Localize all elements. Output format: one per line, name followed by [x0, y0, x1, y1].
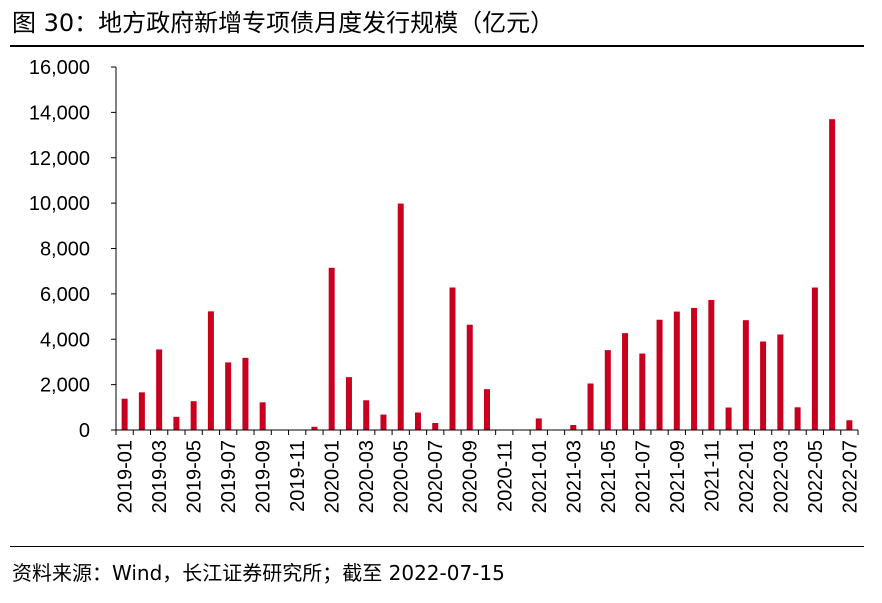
y-tick-label: 10,000 — [29, 193, 90, 215]
x-tick-label: 2019-01 — [115, 440, 137, 513]
y-tick-label: 0 — [79, 420, 90, 442]
title-divider — [10, 45, 864, 47]
bar — [570, 425, 577, 430]
bar — [259, 402, 266, 430]
bar — [466, 324, 473, 430]
x-tick-label: 2021-03 — [563, 440, 585, 513]
bar — [794, 407, 801, 430]
bar-chart: 0 2,000 4,000 6,000 8,000 10,000 12,000 14,000 1… — [29, 57, 862, 513]
bar — [656, 319, 663, 430]
bar — [432, 422, 439, 430]
x-tick-label: 2021-11 — [701, 440, 723, 512]
x-tick-label: 2020-01 — [322, 440, 344, 513]
x-tick-label: 2020-03 — [356, 440, 378, 513]
bar — [811, 287, 818, 430]
bar — [829, 119, 836, 431]
x-tick-label: 2019-03 — [149, 440, 171, 513]
bar — [242, 357, 249, 430]
x-tick-label: 2022-03 — [770, 440, 792, 513]
bar — [742, 320, 749, 430]
x-tick-label: 2019-09 — [253, 440, 275, 513]
bar — [311, 426, 318, 430]
y-tick-label: 6,000 — [40, 284, 90, 306]
bar — [121, 398, 128, 430]
bar — [622, 333, 629, 430]
bar — [363, 400, 370, 430]
y-tick-label: 16,000 — [29, 57, 90, 79]
bar — [380, 414, 387, 430]
source-divider — [10, 546, 864, 547]
x-tick-label: 2019-11 — [287, 440, 309, 512]
bar — [138, 392, 145, 430]
x-tick-label: 2020-09 — [460, 440, 482, 513]
bar — [207, 311, 214, 430]
x-tick-label: 2021-01 — [529, 440, 551, 513]
bar — [173, 416, 180, 430]
bar — [535, 418, 542, 430]
bar — [777, 334, 784, 430]
bar — [397, 203, 404, 430]
bar — [345, 377, 352, 430]
x-tick-label: 2020-07 — [425, 440, 447, 513]
bar — [691, 307, 698, 430]
bar — [156, 349, 163, 430]
x-tick-label: 2021-07 — [632, 440, 654, 513]
bar — [639, 353, 646, 430]
x-tick-label: 2022-05 — [805, 440, 827, 513]
bar — [414, 412, 421, 430]
bar — [708, 300, 715, 430]
bar — [725, 407, 732, 430]
bar — [484, 389, 490, 430]
y-tick-label: 4,000 — [40, 329, 90, 351]
y-tick-label: 14,000 — [29, 102, 90, 124]
bar — [846, 420, 853, 430]
bar — [760, 341, 767, 430]
x-tick-label: 2022-07 — [839, 440, 861, 513]
bar — [604, 350, 611, 430]
x-tick-label: 2021-09 — [667, 440, 689, 513]
y-tick-label: 12,000 — [29, 148, 90, 170]
x-tick-label: 2020-05 — [391, 440, 413, 513]
bar — [328, 267, 335, 430]
y-axis: 0 2,000 4,000 6,000 8,000 10,000 12,000 14,000 1… — [29, 57, 117, 442]
x-tick-label: 2020-11 — [494, 440, 516, 512]
x-tick-label: 2021-05 — [598, 440, 620, 513]
y-tick-label: 8,000 — [40, 239, 90, 261]
bar — [225, 362, 232, 430]
x-tick-label: 2019-05 — [184, 440, 206, 513]
bar — [587, 383, 594, 430]
x-axis: 2019-01 2019-03 2019-05 2019-07 2019-09 2019-… — [115, 429, 861, 513]
x-tick-label: 2019-07 — [218, 440, 240, 513]
bar-series — [121, 119, 853, 431]
source-note: 资料来源：Wind，长江证券研究所；截至 2022-07-15 — [12, 561, 505, 585]
bar — [673, 311, 680, 430]
bar — [190, 401, 197, 430]
bar — [449, 287, 456, 430]
y-tick-label: 2,000 — [40, 375, 90, 397]
x-tick-label: 2022-01 — [736, 440, 758, 513]
chart-title: 图 30：地方政府新增专项债月度发行规模（亿元） — [12, 9, 555, 37]
